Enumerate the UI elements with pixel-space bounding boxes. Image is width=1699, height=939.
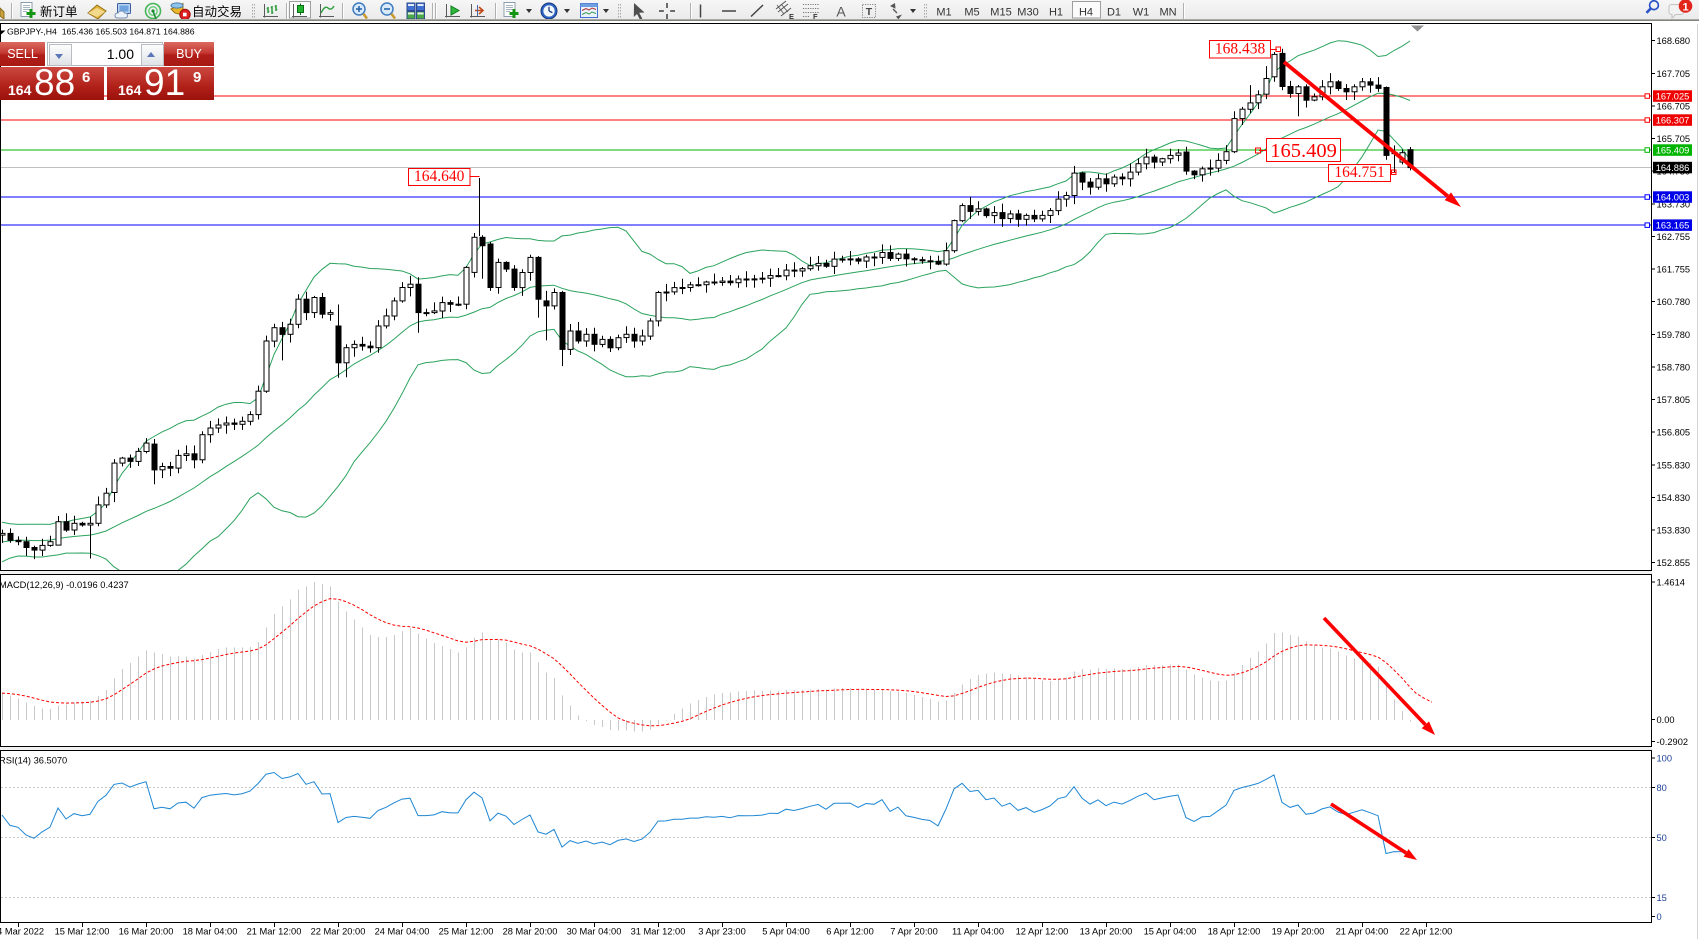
svg-text:164.640: 164.640 (414, 168, 465, 185)
svg-text:157.805: 157.805 (1657, 395, 1691, 405)
svg-text:166.307: 166.307 (1656, 115, 1690, 125)
svg-text:163.165: 163.165 (1656, 221, 1690, 231)
svg-text:164.003: 164.003 (1656, 193, 1690, 203)
svg-text:自动交易: 自动交易 (192, 4, 242, 19)
svg-text:22 Mar 20:00: 22 Mar 20:00 (311, 927, 366, 937)
svg-text:5 Apr 04:00: 5 Apr 04:00 (762, 927, 810, 937)
svg-text:M1: M1 (936, 7, 951, 19)
svg-text:24 Mar 04:00: 24 Mar 04:00 (375, 927, 430, 937)
svg-text:18 Apr 12:00: 18 Apr 12:00 (1208, 927, 1261, 937)
svg-text:M30: M30 (1017, 7, 1038, 19)
svg-text:15 Apr 04:00: 15 Apr 04:00 (1144, 927, 1197, 937)
svg-text:W1: W1 (1133, 7, 1150, 19)
svg-text:22 Apr 12:00: 22 Apr 12:00 (1400, 927, 1453, 937)
svg-text:MACD(12,26,9) -0.0196 0.4237: MACD(12,26,9) -0.0196 0.4237 (0, 580, 129, 590)
svg-text:RSI(14) 36.5070: RSI(14) 36.5070 (0, 756, 67, 766)
svg-text:M15: M15 (990, 7, 1011, 19)
svg-text:168.680: 168.680 (1657, 36, 1691, 46)
svg-text:1: 1 (1682, 2, 1688, 14)
svg-text:166.705: 166.705 (1657, 101, 1691, 111)
svg-text:161.755: 161.755 (1657, 265, 1691, 275)
svg-text:159.780: 159.780 (1657, 330, 1691, 340)
svg-text:100: 100 (1657, 754, 1673, 764)
svg-text:164.751: 164.751 (1334, 164, 1384, 181)
svg-text:18 Mar 04:00: 18 Mar 04:00 (183, 927, 238, 937)
svg-text:165.409: 165.409 (1270, 140, 1337, 162)
svg-text:160.780: 160.780 (1657, 297, 1691, 307)
svg-text:152.855: 152.855 (1657, 558, 1691, 568)
svg-text:3 Apr 23:00: 3 Apr 23:00 (698, 927, 746, 937)
svg-text:MN: MN (1159, 7, 1176, 19)
svg-text:16 Mar 20:00: 16 Mar 20:00 (119, 927, 174, 937)
svg-text:165.409: 165.409 (1656, 146, 1690, 156)
svg-text:15: 15 (1657, 893, 1667, 903)
svg-text:28 Mar 20:00: 28 Mar 20:00 (503, 927, 558, 937)
svg-text:80: 80 (1657, 783, 1667, 793)
svg-text:14 Mar 2022: 14 Mar 2022 (0, 927, 44, 937)
svg-text:1.4614: 1.4614 (1657, 578, 1685, 588)
svg-text:H1: H1 (1049, 7, 1063, 19)
svg-text:11 Apr 04:00: 11 Apr 04:00 (952, 927, 1004, 937)
svg-text:6 Apr 12:00: 6 Apr 12:00 (826, 927, 874, 937)
svg-text:E: E (789, 12, 794, 19)
svg-text:0: 0 (1657, 912, 1662, 922)
svg-text:19 Apr 20:00: 19 Apr 20:00 (1272, 927, 1325, 937)
svg-text:168.438: 168.438 (1215, 41, 1266, 58)
svg-text:167.705: 167.705 (1657, 69, 1691, 79)
svg-text:154.830: 154.830 (1657, 493, 1691, 503)
svg-text:163.730: 163.730 (1657, 199, 1691, 209)
svg-text:25 Mar 12:00: 25 Mar 12:00 (439, 927, 494, 937)
svg-text:GBPJPY-,H4 165.436 165.503 16: GBPJPY-,H4 165.436 165.503 164.871 164.8… (7, 26, 195, 36)
svg-text:7 Apr 20:00: 7 Apr 20:00 (890, 927, 938, 937)
svg-text:0.00: 0.00 (1657, 715, 1675, 725)
svg-text:T: T (866, 6, 873, 18)
svg-text:A: A (836, 4, 846, 20)
svg-text:F: F (813, 12, 818, 19)
svg-text:21 Mar 12:00: 21 Mar 12:00 (247, 927, 302, 937)
svg-text:31 Mar 12:00: 31 Mar 12:00 (631, 927, 686, 937)
svg-text:156.805: 156.805 (1657, 428, 1691, 438)
svg-text:30 Mar 04:00: 30 Mar 04:00 (567, 927, 622, 937)
svg-text:H4: H4 (1079, 7, 1093, 19)
svg-text:155.830: 155.830 (1657, 460, 1691, 470)
svg-text:153.830: 153.830 (1657, 526, 1691, 536)
svg-text:-0.2902: -0.2902 (1657, 737, 1689, 747)
svg-text:164.886: 164.886 (1656, 163, 1690, 173)
svg-text:D1: D1 (1107, 7, 1121, 19)
svg-text:13 Apr 20:00: 13 Apr 20:00 (1080, 927, 1133, 937)
svg-text:167.025: 167.025 (1656, 91, 1690, 101)
svg-text:158.780: 158.780 (1657, 362, 1691, 372)
svg-text:12 Apr 12:00: 12 Apr 12:00 (1016, 927, 1069, 937)
svg-text:162.755: 162.755 (1657, 232, 1691, 242)
svg-text:M5: M5 (964, 7, 979, 19)
svg-text:新订单: 新订单 (40, 4, 78, 19)
svg-text:21 Apr 04:00: 21 Apr 04:00 (1336, 927, 1389, 937)
svg-text:50: 50 (1657, 833, 1667, 843)
svg-text:165.705: 165.705 (1657, 134, 1691, 144)
svg-text:15 Mar 12:00: 15 Mar 12:00 (55, 927, 110, 937)
